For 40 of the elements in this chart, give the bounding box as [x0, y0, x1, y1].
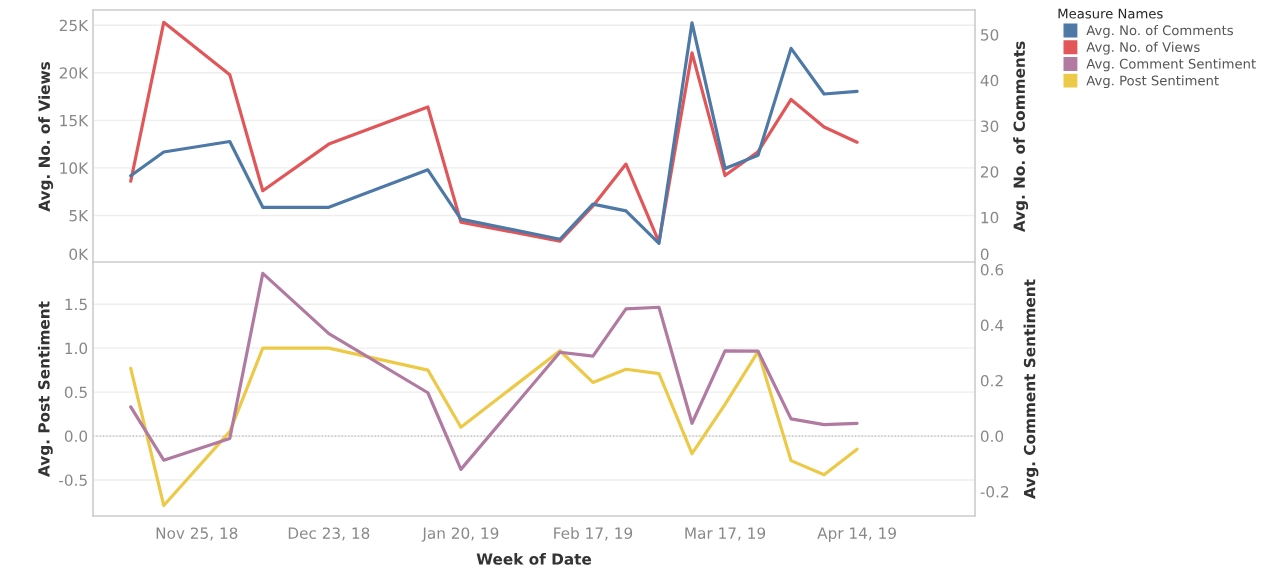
- legend-label: Avg. Comment Sentiment: [1086, 58, 1256, 72]
- y2-tick-label: 0.2: [980, 375, 1003, 387]
- y2-tick-label: 0: [980, 248, 989, 261]
- y2-tick-label: 20: [980, 166, 999, 178]
- y-tick-label: 1.0: [65, 342, 88, 355]
- legend-title: Measure Names: [1058, 8, 1163, 19]
- y-tick-label: 5K: [69, 210, 89, 222]
- y-tick-label: 0K: [69, 248, 89, 261]
- x-tick-label: Nov 25, 18: [156, 527, 238, 541]
- y-axis-title: Avg. Post Sentiment: [37, 301, 53, 477]
- line-series: [129, 346, 859, 508]
- x-axis-title: Week of Date: [476, 553, 592, 565]
- x-tick-label: Mar 17, 19: [685, 527, 766, 541]
- y-tick-label: 1.5: [65, 298, 87, 311]
- y-tick-label: 0.5: [64, 386, 87, 399]
- legend-label: Avg. No. of Comments: [1086, 25, 1233, 38]
- y-tick-label: 25K: [59, 19, 89, 32]
- y2-tick-label: 0.6: [980, 263, 1004, 276]
- y2-axis-title: Avg. No. of Comments: [1013, 41, 1029, 233]
- y2-tick-label: -0.2: [980, 486, 1009, 498]
- y-tick-label: 0.0: [64, 430, 88, 443]
- line-series: [129, 271, 859, 471]
- y-tick-label: 20K: [59, 67, 89, 79]
- x-tick-label: Jan 20, 19: [421, 527, 499, 542]
- y-tick-label: 10K: [60, 162, 89, 174]
- legend-label: Avg. No. of Views: [1086, 41, 1200, 55]
- y-axis-title: Avg. No. of Views: [38, 61, 54, 212]
- y-tick-label: -0.5: [59, 474, 87, 486]
- y2-tick-label: 0.0: [980, 430, 1004, 443]
- y2-tick-label: 50: [981, 29, 999, 41]
- x-tick-label: Dec 23, 18: [288, 527, 370, 541]
- y2-tick-label: 40: [980, 74, 999, 87]
- legend-label: Avg. Post Sentiment: [1086, 75, 1219, 89]
- y2-tick-label: 0.4: [980, 319, 1004, 332]
- y-tick-label: 15K: [60, 115, 89, 127]
- x-tick-label: Apr 14, 19: [817, 527, 896, 542]
- y2-tick-label: 30: [981, 120, 999, 133]
- y2-tick-label: 10: [981, 211, 999, 224]
- x-tick-label: Feb 17, 19: [554, 527, 633, 541]
- y2-axis-title: Avg. Comment Sentiment: [1023, 279, 1039, 499]
